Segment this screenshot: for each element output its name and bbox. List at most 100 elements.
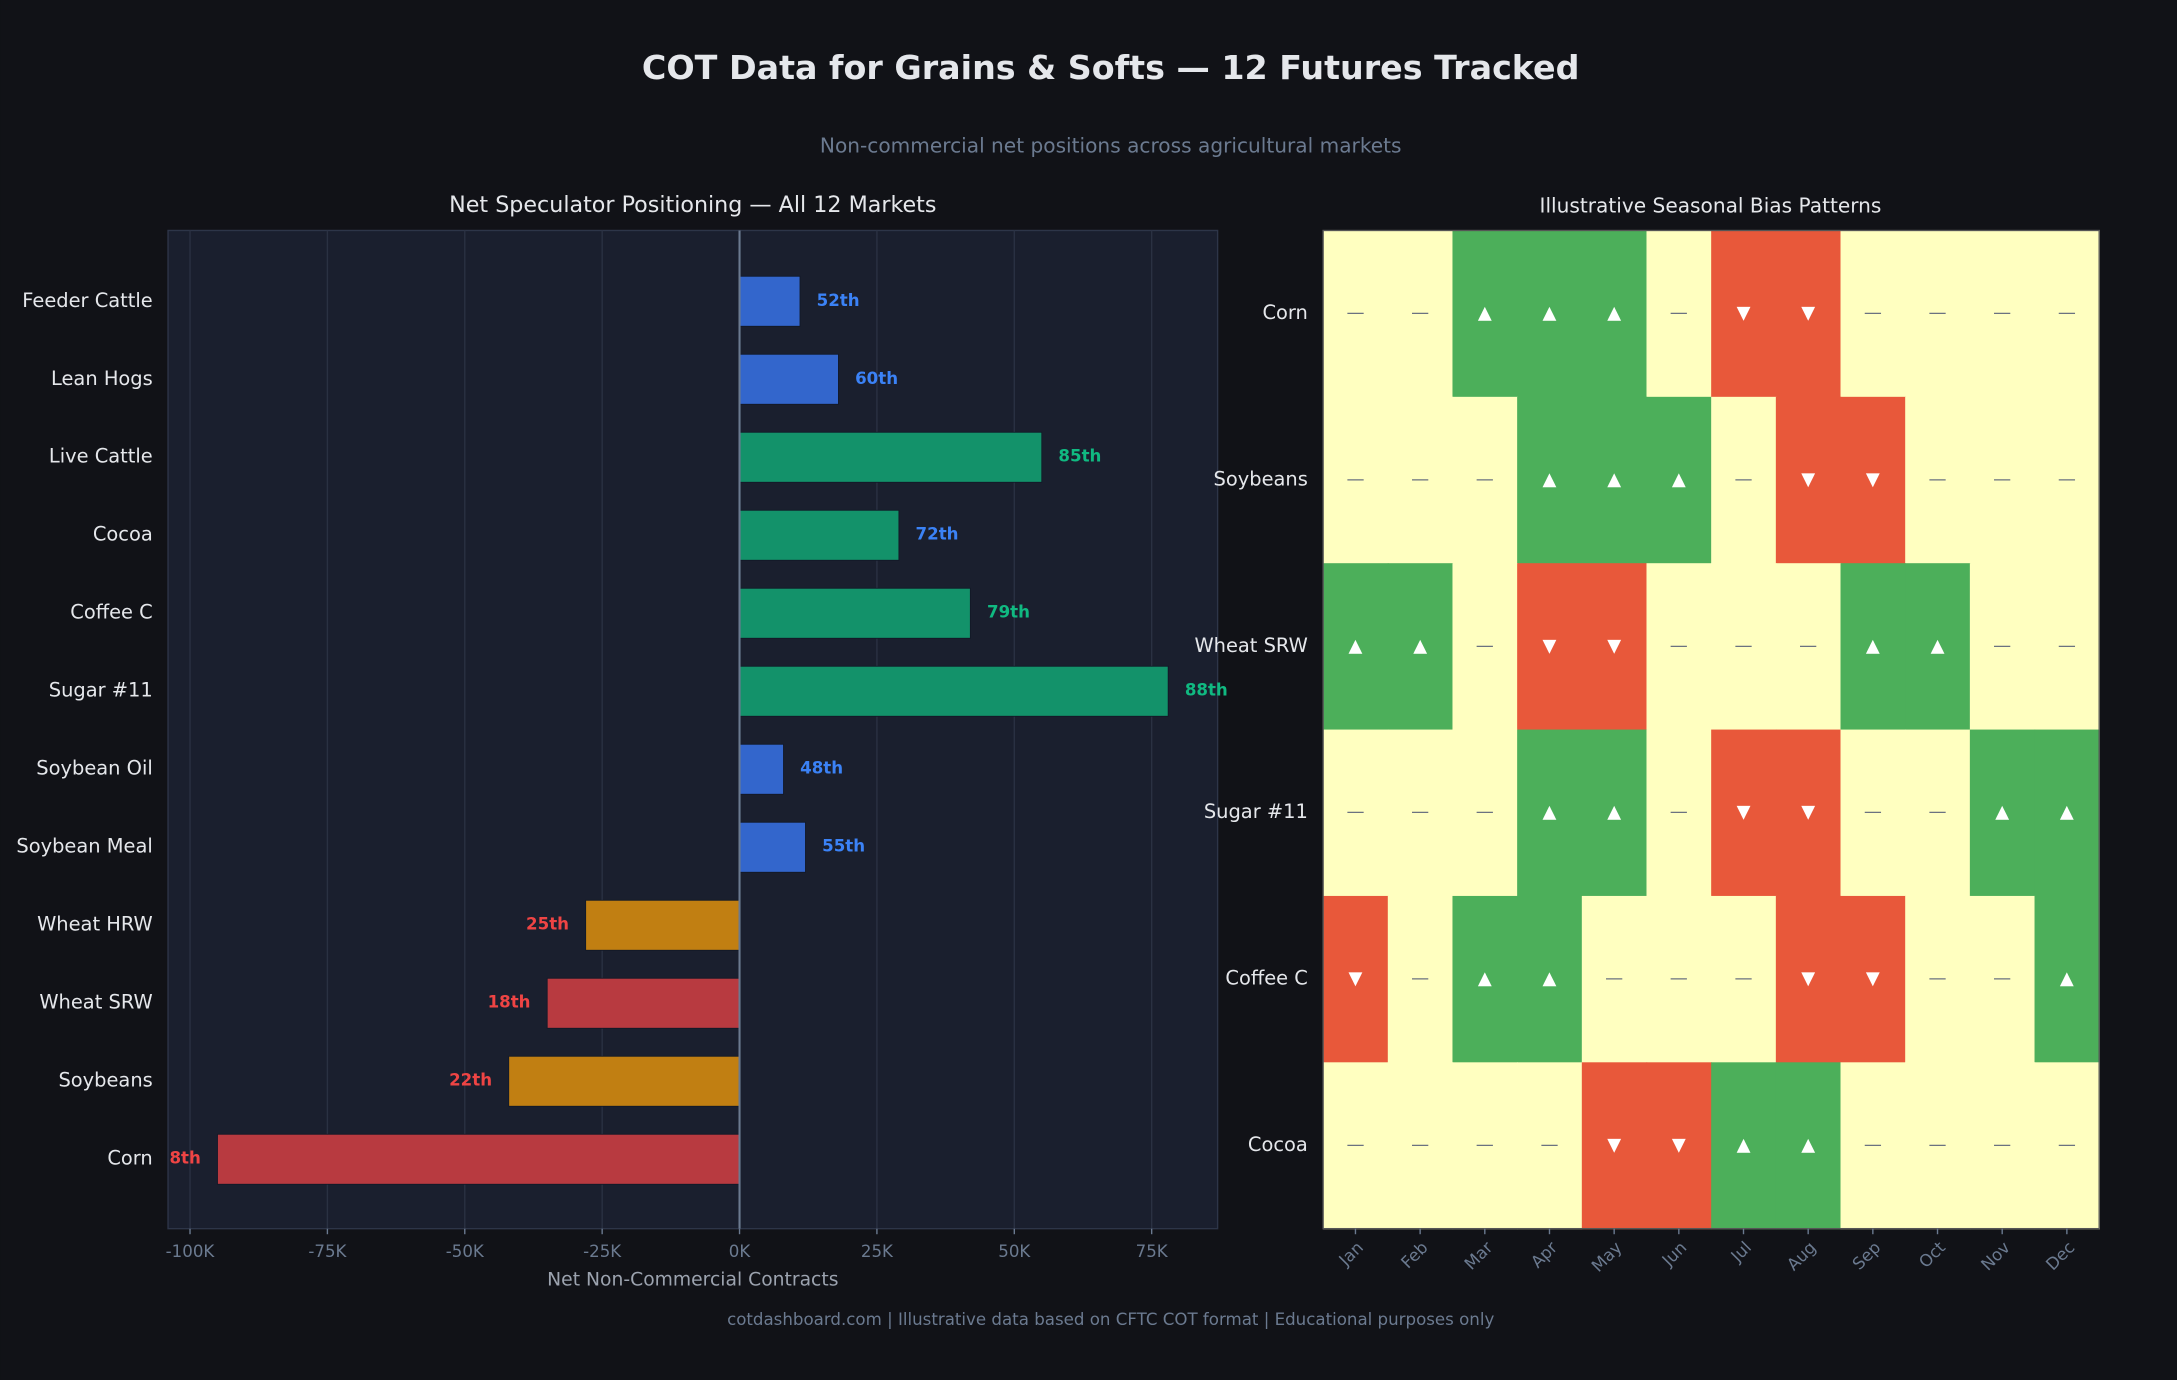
heat-cell	[2034, 729, 2100, 897]
bar-chart-title: Net Speculator Positioning — All 12 Mark…	[449, 192, 936, 218]
cell-label: —	[1670, 802, 1688, 823]
x-tick-label: -100K	[166, 1242, 216, 1261]
cell-label: —	[1993, 303, 2011, 324]
heat-cell	[1517, 895, 1583, 1063]
heat-cell	[1581, 563, 1648, 731]
heat-cell	[1323, 729, 1389, 897]
heat-cell	[1581, 396, 1648, 564]
cell-label: —	[1346, 469, 1364, 490]
cell-label: ▲	[1607, 469, 1621, 490]
bar-label: 48th	[800, 759, 843, 778]
heat-cell	[1387, 1062, 1454, 1230]
heat-cell	[1775, 396, 1842, 564]
cell-label: —	[1929, 1134, 1947, 1155]
heat-cell	[1969, 729, 2036, 897]
y-tick-label: Coffee C	[70, 601, 152, 624]
heat-cell	[1452, 563, 1518, 731]
bar	[585, 899, 740, 951]
cell-label: —	[1734, 469, 1752, 490]
heat-cell	[1323, 396, 1389, 564]
cell-label: ▲	[2060, 968, 2074, 989]
heat-cell	[1452, 230, 1518, 398]
heat-cell	[1452, 1062, 1518, 1230]
heat-cell	[1775, 1062, 1842, 1230]
heat-cell	[1905, 563, 1971, 731]
heat-cell	[1646, 563, 1712, 731]
cell-label: —	[1734, 635, 1752, 656]
heat-cell	[1517, 396, 1583, 564]
cell-label: —	[1734, 968, 1752, 989]
cell-label: ▼	[1866, 968, 1880, 989]
bar-label: 55th	[822, 837, 865, 856]
row-label: Sugar #11	[1204, 800, 1308, 823]
cell-label: —	[1605, 968, 1623, 989]
heat-cell	[1711, 729, 1777, 897]
heat-cell	[1775, 729, 1842, 897]
x-tick-label: -50K	[446, 1242, 485, 1261]
cell-label: ▲	[1478, 303, 1492, 324]
cell-label: —	[1476, 469, 1494, 490]
x-tick-label: 0K	[729, 1242, 752, 1261]
heat-cell	[1840, 895, 1906, 1063]
y-tick-label: Live Cattle	[49, 445, 153, 468]
bar-label: 72th	[916, 525, 959, 544]
cell-label: —	[1670, 968, 1688, 989]
heat-cell	[1581, 230, 1648, 398]
heat-cell	[1517, 729, 1583, 897]
cell-label: ▲	[2060, 802, 2074, 823]
footer: cotdashboard.com | Illustrative data bas…	[727, 1310, 1494, 1329]
bar-label: 18th	[488, 993, 531, 1012]
heat-cell	[1387, 230, 1454, 398]
cell-label: —	[1476, 1134, 1494, 1155]
heat-cell	[1969, 1062, 2036, 1230]
heat-cell	[1387, 895, 1454, 1063]
y-tick-label: Lean Hogs	[51, 367, 153, 390]
y-tick-label: Wheat SRW	[39, 991, 152, 1014]
heat-cell	[1581, 895, 1648, 1063]
bar-label: 79th	[987, 603, 1030, 622]
cell-label: ▲	[1478, 968, 1492, 989]
bar	[739, 665, 1169, 717]
bar-label: 22th	[449, 1071, 492, 1090]
heat-cell	[1323, 230, 1389, 398]
bar-label: 88th	[1185, 681, 1228, 700]
cell-label: ▼	[1866, 469, 1880, 490]
heat-cell	[1323, 895, 1389, 1063]
bar	[739, 509, 900, 561]
heat-cell	[1646, 895, 1712, 1063]
heat-cell	[1905, 895, 1971, 1063]
cell-label: ▲	[1413, 635, 1427, 656]
cell-label: ▲	[1543, 303, 1557, 324]
bar	[739, 587, 971, 639]
cell-label: ▼	[1607, 1134, 1621, 1155]
cell-label: —	[1540, 1134, 1558, 1155]
cell-label: —	[1929, 802, 1947, 823]
row-label: Coffee C	[1225, 967, 1307, 990]
cell-label: —	[1864, 1134, 1882, 1155]
heat-cell	[1517, 1062, 1583, 1230]
bar	[739, 353, 839, 405]
cell-label: —	[1411, 802, 1429, 823]
heat-cell	[1969, 396, 2036, 564]
heat-cell	[1969, 230, 2036, 398]
heat-cell	[1775, 895, 1842, 1063]
y-tick-label: Corn	[107, 1147, 152, 1170]
cell-label: ▼	[1801, 303, 1815, 324]
cell-label: —	[1929, 469, 1947, 490]
bar-label: 8th	[169, 1149, 200, 1168]
cell-label: ▲	[1607, 303, 1621, 324]
cell-label: —	[1864, 303, 1882, 324]
heat-cell	[1387, 729, 1454, 897]
row-label: Wheat SRW	[1194, 634, 1307, 657]
bar	[546, 977, 740, 1029]
cell-label: —	[2058, 303, 2076, 324]
x-axis-label: Net Non-Commercial Contracts	[547, 1270, 838, 1291]
bar-label: 52th	[817, 291, 860, 310]
cell-label: —	[1993, 968, 2011, 989]
cell-label: ▼	[1801, 802, 1815, 823]
heat-cell	[1905, 230, 1971, 398]
page-subtitle: Non-commercial net positions across agri…	[820, 134, 1402, 158]
heat-cell	[1711, 230, 1777, 398]
